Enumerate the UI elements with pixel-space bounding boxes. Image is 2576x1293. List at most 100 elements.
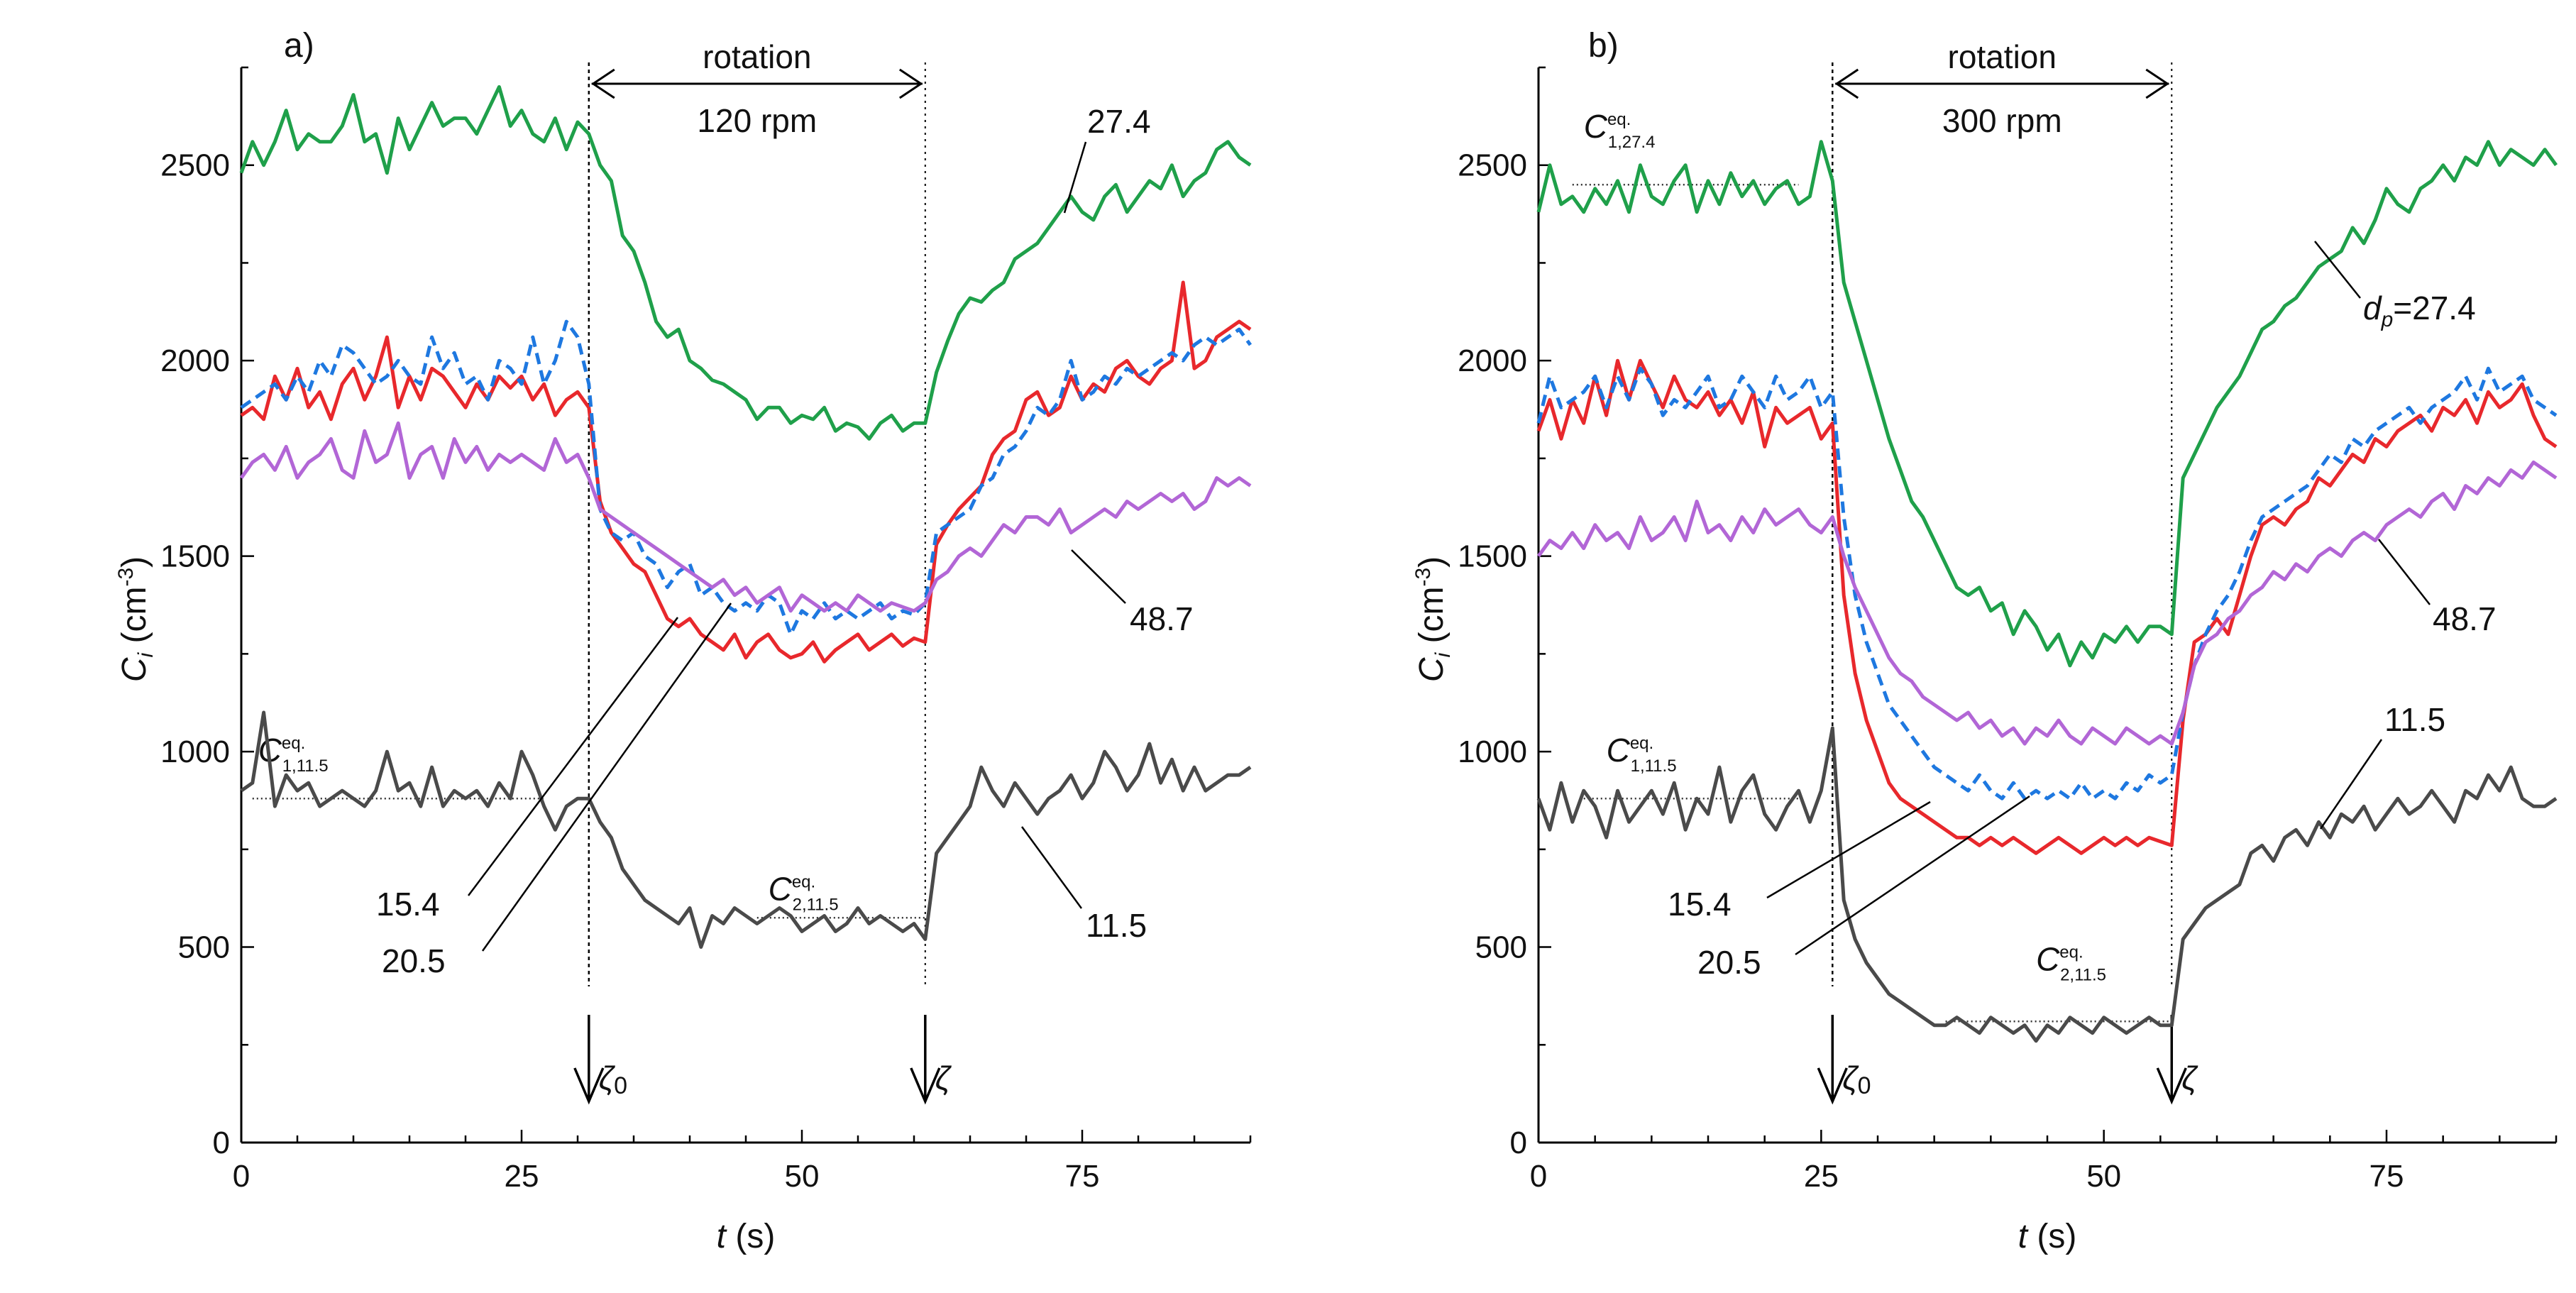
series-label: 11.5 bbox=[2384, 701, 2445, 738]
y-tick-label: 0 bbox=[1510, 1126, 1527, 1160]
y-tick-label: 2500 bbox=[1458, 148, 1527, 183]
y-axis-title: Ci (cm-3) bbox=[114, 556, 158, 682]
equilibrium-label: Ceq. 2,11.5 bbox=[769, 870, 839, 914]
zeta0-subscript: 0 bbox=[614, 1072, 627, 1099]
y-tick-label: 2500 bbox=[160, 148, 230, 183]
series-leader-line bbox=[2378, 539, 2431, 605]
series-line-20-5 bbox=[240, 319, 1253, 637]
y-axis-unit: (cm bbox=[1413, 587, 1451, 653]
equilibrium-label: Ceq. 1,11.5 bbox=[1607, 732, 1677, 776]
dp-symbol: d bbox=[2363, 290, 2382, 326]
zeta-symbol: ζ bbox=[935, 1060, 952, 1096]
y-tick-label: 2000 bbox=[1458, 343, 1527, 378]
y-tick-label: 0 bbox=[213, 1126, 230, 1160]
y-tick-label: 1000 bbox=[1458, 734, 1527, 769]
rotation-speed: 300 rpm bbox=[1942, 102, 2062, 139]
rotation-label: rotation bbox=[1948, 38, 2057, 75]
series-label: 15.4 bbox=[1668, 886, 1732, 923]
rotation-arrow-left-head bbox=[1834, 68, 1859, 99]
rotation-arrow-right-head bbox=[2145, 68, 2169, 99]
series-line-48-7 bbox=[1536, 460, 2558, 746]
x-axis-title: t (s) bbox=[717, 1218, 776, 1255]
zeta0-arrow-head bbox=[573, 1067, 605, 1105]
x-axis-title: t (s) bbox=[2018, 1218, 2077, 1255]
y-tick-label: 500 bbox=[1475, 930, 1527, 965]
rotation-speed: 120 rpm bbox=[697, 102, 817, 139]
equilibrium-superscript: eq. bbox=[792, 872, 815, 891]
series-label: 48.7 bbox=[1130, 600, 1194, 637]
y-tick-label: 2000 bbox=[160, 343, 230, 378]
series-leader-line bbox=[2319, 739, 2383, 830]
series-leader-line bbox=[1795, 795, 2030, 956]
equilibrium-subscript: 2,11.5 bbox=[2060, 966, 2106, 985]
equilibrium-superscript: eq. bbox=[282, 734, 305, 753]
dp-label: dp=27.4 bbox=[2363, 290, 2476, 331]
x-axis-unit: (s) bbox=[726, 1218, 775, 1255]
equilibrium-label: Ceq. 1,11.5 bbox=[258, 732, 329, 776]
equilibrium-symbol: C bbox=[1584, 108, 1608, 145]
equilibrium-label: Ceq. 1,27.4 bbox=[1584, 108, 1656, 152]
zeta0-symbol: ζ bbox=[1842, 1060, 1859, 1096]
y-tick-label: 500 bbox=[178, 930, 230, 965]
series-label: 11.5 bbox=[1086, 907, 1147, 944]
x-tick-label: 0 bbox=[1530, 1159, 1547, 1194]
equilibrium-symbol: C bbox=[769, 870, 793, 907]
y-axis-unit-superscript: -3 bbox=[114, 568, 138, 587]
equilibrium-symbol: C bbox=[1607, 732, 1631, 769]
series-leader-line bbox=[1020, 826, 1083, 909]
y-axis-subscript: i bbox=[1431, 651, 1455, 657]
panel-label: b) bbox=[1588, 27, 1619, 65]
equilibrium-subscript: 1,27.4 bbox=[1608, 133, 1656, 152]
zeta-label: ζ bbox=[935, 1060, 952, 1096]
series-line-27-4 bbox=[1536, 140, 2558, 668]
equilibrium-superscript: eq. bbox=[1607, 110, 1631, 129]
zeta0-label: ζ0 bbox=[599, 1060, 627, 1099]
zeta0-label: ζ0 bbox=[1842, 1060, 1871, 1099]
equilibrium-subscript: 1,11.5 bbox=[1631, 756, 1677, 776]
x-tick-label: 75 bbox=[1065, 1159, 1100, 1194]
x-tick-label: 25 bbox=[505, 1159, 539, 1194]
y-tick-label: 1500 bbox=[1458, 539, 1527, 574]
y-axis-unit-superscript: -3 bbox=[1411, 568, 1435, 587]
x-tick-label: 50 bbox=[2086, 1159, 2121, 1194]
y-tick-label: 1500 bbox=[160, 539, 230, 574]
x-axis-symbol: t bbox=[717, 1218, 727, 1255]
series-line-11-5 bbox=[240, 710, 1252, 949]
y-minor-ticks bbox=[241, 66, 254, 1144]
x-tick-label: 25 bbox=[1804, 1159, 1839, 1194]
series-leader-line bbox=[468, 617, 678, 896]
equilibrium-label: Ceq. 2,11.5 bbox=[2036, 941, 2106, 985]
x-axis-symbol: t bbox=[2018, 1218, 2029, 1255]
y-axis-title: Ci (cm-3) bbox=[1411, 556, 1455, 682]
equilibrium-subscript: 1,11.5 bbox=[282, 756, 329, 776]
y-axis-unit-suffix: ) bbox=[116, 556, 153, 568]
x-tick-label: 50 bbox=[785, 1159, 820, 1194]
y-axis-symbol: C bbox=[1413, 657, 1451, 682]
series-label: 27.4 bbox=[1087, 103, 1151, 140]
panel-a: 0 500 1000 1500 2000 2500 0 25 50 75 t (s) Ci (cm-3… bbox=[114, 27, 1253, 1255]
zeta0-symbol: ζ bbox=[599, 1060, 616, 1096]
y-tick-label: 1000 bbox=[160, 734, 230, 769]
zeta-arrow-head bbox=[910, 1067, 941, 1105]
y-axis-subscript: i bbox=[134, 651, 158, 657]
rotation-arrow-left-head bbox=[591, 68, 615, 99]
series-label: 48.7 bbox=[2433, 600, 2497, 637]
zeta-label: ζ bbox=[2181, 1060, 2198, 1096]
zeta-arrow-head bbox=[2156, 1067, 2187, 1105]
series-line-20-5 bbox=[1536, 366, 2558, 800]
x-tick-label: 0 bbox=[233, 1159, 250, 1194]
series-line-15-4 bbox=[1536, 358, 2558, 855]
zeta0-subscript: 0 bbox=[1858, 1072, 1871, 1099]
series-label: 20.5 bbox=[382, 942, 446, 979]
dp-subscript: p bbox=[2381, 308, 2394, 331]
series-leader-line bbox=[1071, 549, 1126, 604]
y-minor-ticks bbox=[1539, 66, 1551, 1144]
zeta0-arrow-head bbox=[1817, 1067, 1848, 1105]
rotation-label: rotation bbox=[703, 38, 811, 75]
rotation-arrow-right-head bbox=[898, 68, 923, 99]
series-line-27-4 bbox=[239, 85, 1252, 441]
dp-value: =27.4 bbox=[2393, 290, 2475, 326]
y-axis-unit-suffix: ) bbox=[1413, 556, 1451, 568]
zeta-symbol: ζ bbox=[2181, 1060, 2198, 1096]
series-leader-line bbox=[1766, 800, 1931, 899]
